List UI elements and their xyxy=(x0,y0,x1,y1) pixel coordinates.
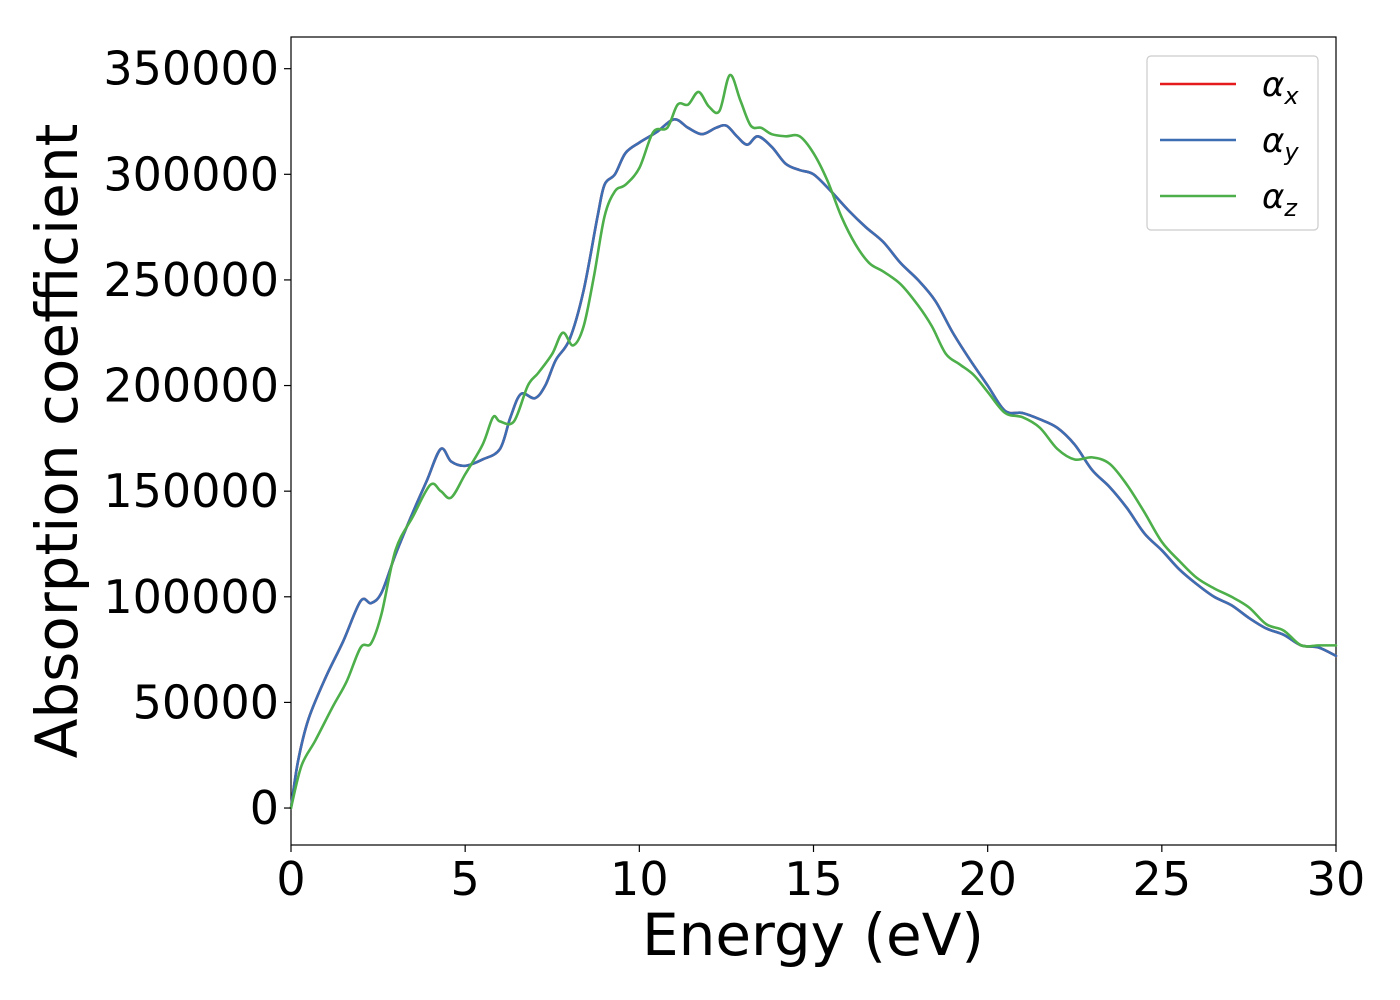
y-tick-label: 0 xyxy=(250,781,279,835)
legend-box xyxy=(1146,55,1319,231)
legend-label-z: αz xyxy=(1262,177,1298,222)
x-axis-ticks: 0 5 10 15 20 25 30 xyxy=(276,845,1365,906)
y-tick-label: 350000 xyxy=(103,42,279,96)
legend: αx αy αz xyxy=(1146,55,1319,231)
y-tick-label: 150000 xyxy=(103,464,279,518)
y-tick-label: 250000 xyxy=(103,253,279,307)
series-line-z xyxy=(289,73,1338,810)
x-tick-label: 20 xyxy=(958,852,1017,906)
x-tick-label: 25 xyxy=(1133,852,1192,906)
series-line-y xyxy=(289,118,1338,810)
x-tick-label: 30 xyxy=(1307,852,1366,906)
legend-label-y: αy xyxy=(1262,121,1299,166)
y-tick-label: 50000 xyxy=(133,675,279,729)
series-layer xyxy=(289,73,1338,810)
legend-label-x: αx xyxy=(1262,65,1299,110)
x-tick-label: 0 xyxy=(276,852,305,906)
y-tick-label: 300000 xyxy=(103,147,279,201)
y-axis-title: Absorption coefficient xyxy=(23,124,91,759)
x-axis-title: Energy (eV) xyxy=(642,901,984,969)
y-tick-label: 200000 xyxy=(103,359,279,413)
x-tick-label: 5 xyxy=(451,852,480,906)
x-tick-label: 15 xyxy=(784,852,843,906)
y-tick-label: 100000 xyxy=(103,570,279,624)
y-axis-ticks: 0 50000 100000 150000 200000 250000 300000 3500… xyxy=(103,42,291,835)
x-tick-label: 10 xyxy=(610,852,669,906)
